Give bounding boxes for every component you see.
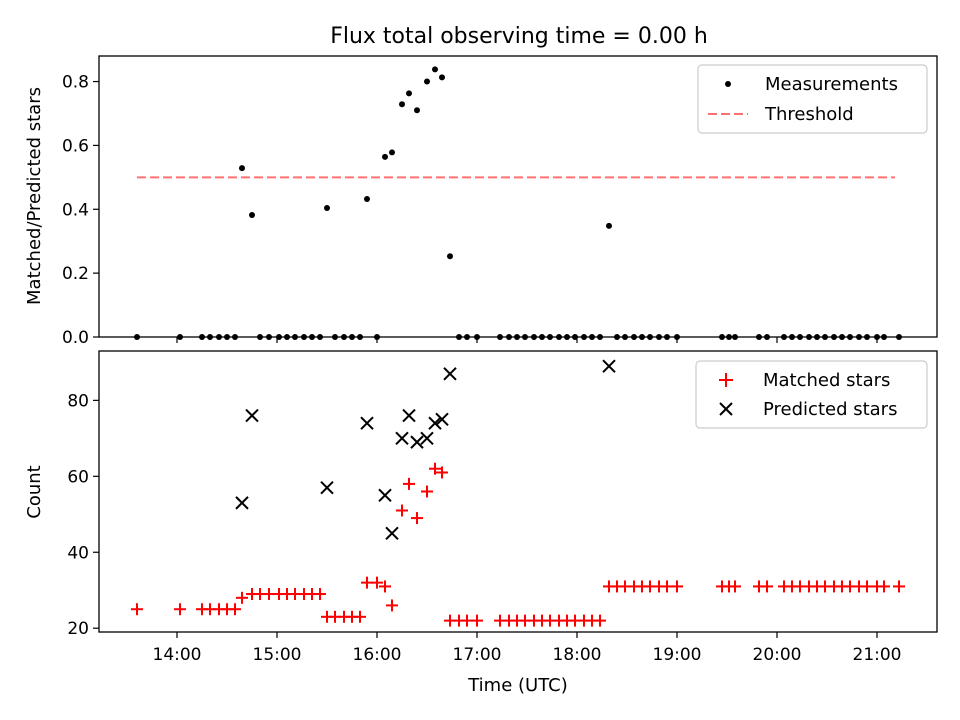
data-point: [606, 222, 612, 229]
legend-threshold-label: Threshold: [764, 104, 854, 125]
bottom-panel-y-axis-label: Count: [24, 465, 45, 518]
data-point: [432, 66, 438, 73]
top-panel-y-axis-label: Matched/Predicted stars: [24, 87, 45, 305]
data-point: [411, 512, 423, 525]
data-point: [761, 580, 773, 593]
top-panel: 0.00.20.40.60.8 Matched/Predicted stars …: [24, 55, 938, 348]
top-panel-marks: [134, 66, 902, 340]
data-point: [354, 610, 366, 623]
data-point: [395, 431, 409, 446]
y-tick-label: 40: [67, 543, 89, 563]
bottom-panel-frame: [98, 350, 938, 633]
data-point: [314, 588, 326, 601]
top-panel-legend: Measurements Threshold: [697, 64, 928, 134]
top-legend-frame: [697, 64, 928, 134]
bottom-panel-legend: Matched stars Predicted stars: [695, 360, 928, 429]
data-point: [878, 580, 890, 593]
legend-predicted-marker: [719, 402, 733, 416]
bottom-panel-x-ticks: 14:00 15:00 16:00 17:00 18:00 19:00 20:00 21:00: [153, 632, 902, 665]
x-tick-label: 16:00: [353, 645, 402, 665]
data-point: [385, 526, 399, 540]
chart-title: Flux total observing time = 0.00 h: [330, 24, 708, 49]
legend-predicted-label: Predicted stars: [763, 399, 897, 420]
x-axis-label: Time (UTC): [467, 675, 568, 696]
data-point: [324, 204, 330, 211]
legend-measurements-label: Measurements: [765, 74, 898, 95]
data-point: [436, 466, 448, 479]
data-point: [471, 614, 483, 627]
data-point: [671, 580, 683, 593]
data-point: [371, 576, 383, 589]
data-point: [174, 603, 186, 616]
data-point: [406, 90, 412, 97]
x-tick-label: 19:00: [653, 645, 702, 665]
y-tick-label: 20: [67, 619, 89, 639]
data-point: [320, 480, 334, 495]
data-point: [379, 580, 391, 593]
data-point: [386, 599, 398, 612]
x-tick-label: 15:00: [253, 645, 302, 665]
data-point: [729, 580, 741, 593]
series-predicted-stars: [235, 359, 616, 540]
data-point: [378, 488, 392, 503]
legend-matched-marker: [719, 373, 733, 387]
data-point: [893, 580, 905, 593]
data-point: [439, 74, 445, 81]
top-panel-frame: [98, 55, 938, 338]
data-point: [602, 359, 616, 373]
x-tick-label: 21:00: [853, 645, 902, 665]
data-point: [428, 416, 442, 430]
data-point: [364, 196, 370, 203]
bottom-panel: 20 40 60 80 14:00 15:00 16:00 17:00 18:00 19:00 2…: [24, 350, 938, 696]
top-panel-y-ticks: 0.0 0.2 0.4 0.6 0.8: [62, 73, 99, 348]
bottom-legend-frame: [695, 360, 928, 429]
data-point: [131, 603, 143, 616]
top-panel-x-ticks: [176, 337, 878, 343]
series-matched-stars: [131, 462, 905, 627]
data-point: [396, 504, 408, 517]
data-point: [229, 603, 241, 616]
bottom-panel-marks: [131, 359, 905, 627]
y-tick-label: 80: [67, 391, 89, 411]
data-point: [443, 367, 457, 381]
data-point: [249, 212, 255, 219]
y-tick-label: 0.2: [62, 264, 89, 284]
x-tick-label: 18:00: [553, 645, 602, 665]
y-tick-label: 0.6: [62, 136, 89, 156]
data-point: [236, 591, 248, 604]
y-tick-label: 0.4: [62, 200, 89, 220]
data-point: [421, 485, 433, 498]
data-point: [424, 78, 430, 85]
data-point: [414, 107, 420, 114]
bottom-panel-y-ticks: 20 40 60 80: [67, 391, 99, 639]
y-tick-label: 0.8: [62, 73, 89, 93]
x-tick-label: 14:00: [153, 645, 202, 665]
data-point: [594, 614, 606, 627]
data-point: [410, 435, 424, 449]
x-tick-label: 17:00: [453, 645, 502, 665]
data-point: [399, 101, 405, 108]
data-point: [447, 253, 453, 260]
y-tick-label: 0.0: [62, 328, 89, 348]
data-point: [389, 149, 395, 156]
data-point: [239, 165, 245, 172]
legend-measurements-marker: [725, 81, 731, 87]
x-tick-label: 20:00: [753, 645, 802, 665]
data-point: [402, 408, 416, 423]
data-point: [235, 496, 249, 510]
data-point: [245, 408, 259, 423]
data-point: [403, 477, 415, 490]
data-point: [360, 416, 374, 430]
legend-matched-label: Matched stars: [763, 370, 890, 391]
data-point: [429, 462, 441, 475]
data-point: [420, 431, 434, 446]
data-point: [435, 412, 449, 427]
data-point: [382, 153, 388, 160]
y-tick-label: 60: [67, 467, 89, 487]
